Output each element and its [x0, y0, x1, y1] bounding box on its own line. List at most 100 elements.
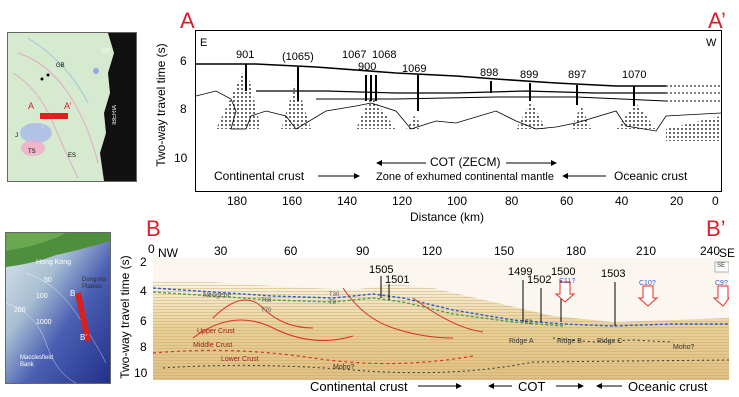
- site-1503: 1503: [601, 268, 626, 280]
- panel-b-ytick-4: 4: [140, 284, 147, 298]
- se-box-label: SE: [717, 263, 726, 269]
- panel-b-xtick-120: 120: [422, 244, 443, 258]
- site-1500: 1500: [551, 266, 576, 278]
- proposed-site-c9: C9?: [715, 280, 728, 287]
- panel-b-continental-crust: Continental crust: [310, 379, 408, 394]
- panel-b-seismic-drawing: [153, 258, 729, 380]
- ridge-a: Ridge A: [509, 338, 534, 345]
- site-1505: 1505: [369, 264, 394, 276]
- panel-a-continental-crust: Continental crust: [214, 169, 305, 183]
- label-f2: F2: [525, 320, 533, 326]
- panel-b-xtick-180: 180: [566, 244, 587, 258]
- site-900: 900: [358, 61, 377, 73]
- panel-a-ylabel: Two-way travel time (s): [154, 43, 168, 167]
- panel-a-prime-letter: A’: [708, 8, 726, 33]
- site-1065: (1065): [282, 51, 314, 63]
- panel-b-xtick-60: 60: [284, 244, 298, 258]
- panel-b-ytick-10: 10: [134, 366, 148, 380]
- proposed-site-c11: C11?: [559, 278, 576, 285]
- panel-a-section: E W 901 (1065) 1067 1068 900 1069 898 89…: [195, 30, 722, 192]
- panel-a-xtick-180: 180: [227, 194, 248, 208]
- panel-a-cot-subtitle: Zone of exhumed continental mantle: [376, 171, 554, 183]
- layer-lower-crust: Lower Crust: [221, 356, 259, 363]
- map-label-50: 50: [44, 277, 52, 284]
- map-label-b: B: [70, 289, 76, 298]
- map-label-200: 200: [14, 307, 26, 314]
- panel-a-dir-right: W: [706, 37, 717, 49]
- panel-b-ylabel: Two-way travel time (s): [118, 255, 132, 379]
- panel-b-cot: COT: [518, 379, 546, 394]
- panel-a-cot-title: COT (ZECM): [430, 155, 501, 169]
- panel-a-map-drawing: [8, 33, 136, 181]
- panel-a-xtick-160: 160: [282, 194, 303, 208]
- panel-a-xtick-20: 20: [670, 194, 684, 208]
- map-label-100: 100: [36, 293, 48, 300]
- panel-b-dir-right: SE: [719, 246, 736, 260]
- site-1067: 1067: [342, 49, 367, 61]
- map-label-j: J: [15, 133, 18, 139]
- map-label-cf: CF: [102, 49, 110, 55]
- panel-b-letter: B: [146, 216, 161, 241]
- horizon-t30: T30: [329, 292, 340, 298]
- panel-b-xtick-240: 240: [700, 244, 721, 258]
- panel-b-xtick-90: 90: [356, 244, 370, 258]
- panel-a-xtick-40: 40: [615, 194, 629, 208]
- panel-a-letter: A: [180, 8, 195, 33]
- panel-b-ytick-8: 8: [140, 340, 147, 354]
- ridge-c: Ridge C: [597, 338, 623, 345]
- proposed-site-c10: C10?: [639, 280, 656, 287]
- panel-a-xtick-0: 0: [712, 194, 719, 208]
- map-label-macclesfield: Macclesfield Bank: [20, 355, 54, 368]
- map-label-hong-kong: Hong Kong: [36, 259, 72, 266]
- site-899: 899: [520, 69, 539, 81]
- layer-upper-crust: Upper Crust: [197, 328, 235, 335]
- map-label-a-prime: A’: [64, 101, 72, 111]
- panel-a-xtick-80: 80: [505, 194, 519, 208]
- panel-b-prime-letter: B’: [706, 216, 726, 241]
- site-1502: 1502: [527, 274, 552, 286]
- panel-b-xtick-150: 150: [494, 244, 515, 258]
- layer-moho-1: Moho?: [333, 364, 355, 371]
- panel-a-location-map: CF GB A A’ IBERIA J TS ES: [7, 32, 137, 182]
- site-1501: 1501: [385, 274, 410, 286]
- site-898: 898: [480, 67, 499, 79]
- panel-b-seismic-section: 1505 1501 1499 1502 1500 1503 C11? C10? …: [153, 258, 729, 380]
- horizon-t0: T0: [329, 300, 337, 306]
- panel-a-xtick-120: 120: [392, 194, 413, 208]
- site-1069: 1069: [402, 63, 427, 75]
- ridge-b: Ridge B: [557, 338, 582, 345]
- map-label-dongsha: Dongsha Plateau: [82, 277, 107, 290]
- panel-a-section-drawing: [196, 63, 721, 179]
- panel-a-xlabel: Distance (km): [410, 210, 485, 224]
- panel-b-ytick-6: 6: [140, 314, 147, 328]
- panel-b-ytick-2: 2: [140, 255, 147, 269]
- panel-b-map-drawing: [6, 233, 110, 383]
- panel-a-ytick-10: 10: [174, 151, 188, 165]
- site-1070: 1070: [622, 69, 647, 81]
- panel-a-ytick-8: 8: [180, 102, 187, 116]
- map-label-1000: 1000: [36, 319, 52, 326]
- panel-a-xtick-140: 140: [337, 194, 358, 208]
- map-label-a: A: [28, 101, 35, 111]
- panel-b-dir-left: NW: [158, 246, 178, 260]
- panel-a-dir-left: E: [200, 37, 208, 49]
- map-label-gb: GB: [56, 63, 65, 69]
- panel-b-xtick-210: 210: [636, 244, 657, 258]
- layer-middle-crust: Middle Crust: [193, 342, 233, 349]
- map-label-iberia: IBERIA: [112, 105, 118, 125]
- map-label-es: ES: [68, 153, 77, 159]
- site-1068: 1068: [372, 49, 397, 61]
- site-1499: 1499: [508, 266, 533, 278]
- horizon-t60: T60: [261, 298, 272, 304]
- map-label-ts: TS: [28, 149, 36, 155]
- panel-a-oceanic-crust: Oceanic crust: [614, 169, 688, 183]
- panel-b-xtick-30: 30: [214, 244, 228, 258]
- horizon-t70: T70: [261, 308, 272, 314]
- panel-a-xtick-60: 60: [560, 194, 574, 208]
- map-label-b-prime: B’: [80, 333, 88, 342]
- site-901: 901: [236, 49, 255, 61]
- site-897: 897: [568, 69, 587, 81]
- panel-a-ytick-6: 6: [180, 54, 187, 68]
- panel-b-location-map: Hong Kong 50 Dongsha Plateau 100 200 100…: [5, 232, 111, 384]
- layer-moho-2: Moho?: [673, 344, 695, 351]
